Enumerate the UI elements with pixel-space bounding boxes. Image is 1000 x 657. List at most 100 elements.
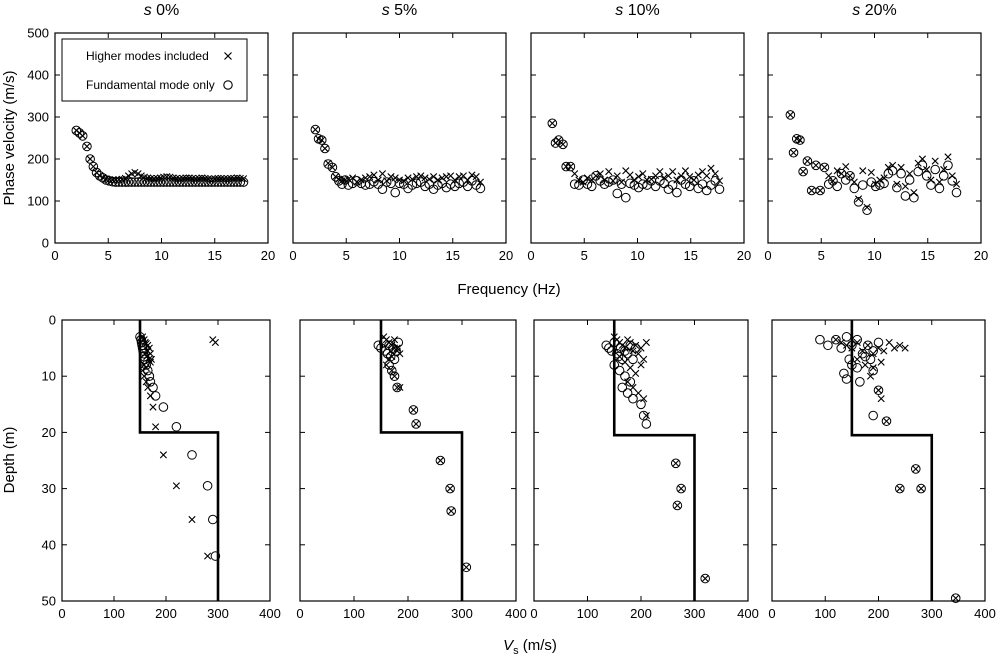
fundamental-mode-point [144,371,155,382]
fundamental-mode-point [200,177,210,187]
fundamental-mode-point [839,368,849,379]
higher-mode-point [833,167,841,175]
fundamental-mode-point [620,346,630,356]
fundamental-mode-point [389,371,400,382]
fundamental-mode-point [879,178,889,189]
fundamental-mode-point [203,177,214,187]
higher-mode-point [789,149,798,157]
higher-mode-point [880,174,888,182]
fundamental-mode-point [155,177,166,187]
panel-title-value: 20% [860,2,896,19]
higher-mode-point [139,366,147,375]
fundamental-mode-point [193,177,204,187]
fundamental-mode-point [475,183,486,194]
legend-label-higher: Higher modes included [86,49,209,63]
fundamental-mode-point [433,180,443,190]
higher-mode-point [396,383,404,392]
fundamental-mode-point [136,177,147,187]
fundamental-mode-point [561,161,571,172]
panel-title-value: 10% [623,2,659,19]
x-tick-label: 10 [392,248,406,263]
higher-mode-point [447,507,455,515]
fundamental-mode-point [950,593,961,603]
fundamental-mode-point [636,399,646,410]
higher-mode-point [912,465,920,473]
higher-mode-point [311,126,319,134]
x-tick-label: 100 [343,606,365,621]
higher-mode-point [707,164,715,172]
y-tick-label: 400 [27,68,49,83]
fundamental-mode-point [916,483,926,494]
higher-mode-point [948,172,956,180]
y-tick-label: 500 [27,26,49,41]
fundamental-mode-point [387,365,397,376]
panel-title-symbol: s [144,2,152,19]
fundamental-mode-point [672,500,683,511]
fundamental-mode-point [934,183,945,194]
higher-mode-point [605,168,613,176]
top-y-axis-label: Phase velocity (m/s) [1,70,18,205]
higher-mode-point [211,338,219,347]
x-tick-label: 5 [343,248,350,263]
higher-mode-point [786,111,794,119]
higher-mode-point [686,173,694,181]
y-tick-label: 0 [49,313,56,328]
fundamental-mode-point [855,377,865,387]
fundamental-mode-point [435,455,446,466]
x-tick-label: 400 [259,606,281,621]
fundamental-mode-point [446,506,457,516]
higher-mode-point [681,167,690,175]
panel-title: s 5% [382,2,418,19]
higher-mode-point [321,144,329,153]
fundamental-mode-point [181,177,191,187]
fundamental-mode-point [844,354,855,365]
x-tick-label: 100 [103,606,125,621]
x-tick-label: 0 [764,248,771,263]
fundamental-mode-point [625,178,635,189]
fundamental-mode-point [620,192,631,203]
higher-mode-point [412,173,421,181]
x-tick-label: 10 [154,248,168,263]
x-tick-label: 400 [505,606,527,621]
fundamental-mode-point [689,176,699,186]
fundamental-mode-point [620,371,630,382]
x-tick-label: 0 [289,248,296,263]
fundamental-mode-point [676,483,686,494]
higher-mode-point [462,563,470,571]
fundamental-mode-point [608,175,618,185]
fundamental-mode-point [873,337,884,348]
higher-mode-point [159,451,167,459]
panel-title-symbol: s [382,2,390,19]
higher-mode-point [626,364,634,372]
fundamental-mode-point [126,177,137,187]
higher-mode-point [808,186,816,195]
fundamental-mode-point [384,360,394,370]
fundamental-mode-point [586,181,597,192]
higher-mode-point [613,172,621,180]
fundamental-mode-point [616,179,627,189]
fundamental-mode-point [392,382,403,393]
fundamental-mode-point [171,421,182,432]
fundamental-mode-point [815,334,825,345]
legend-box [61,38,248,102]
fundamental-mode-point [117,177,127,187]
y-tick-label: 300 [27,110,49,125]
higher-mode-point [673,501,681,510]
x-tick-label: 0 [51,248,58,263]
x-tick-label: 100 [814,606,836,621]
higher-mode-point [144,383,152,392]
fundamental-mode-point [710,176,721,186]
fundamental-mode-point [853,197,864,207]
y-tick-label: 50 [42,594,56,609]
fundamental-mode-point [910,464,921,474]
fundamental-mode-point [238,177,249,187]
higher-mode-point [677,485,685,493]
panel-title: s 20% [852,2,896,19]
higher-mode-point [893,180,901,188]
x-tick-label: 0 [768,606,775,621]
fundamental-mode-point [904,175,915,185]
x-tick-label: 0 [530,606,537,621]
higher-mode-point [880,347,888,355]
higher-mode-point [378,170,387,178]
higher-mode-point [639,170,647,178]
